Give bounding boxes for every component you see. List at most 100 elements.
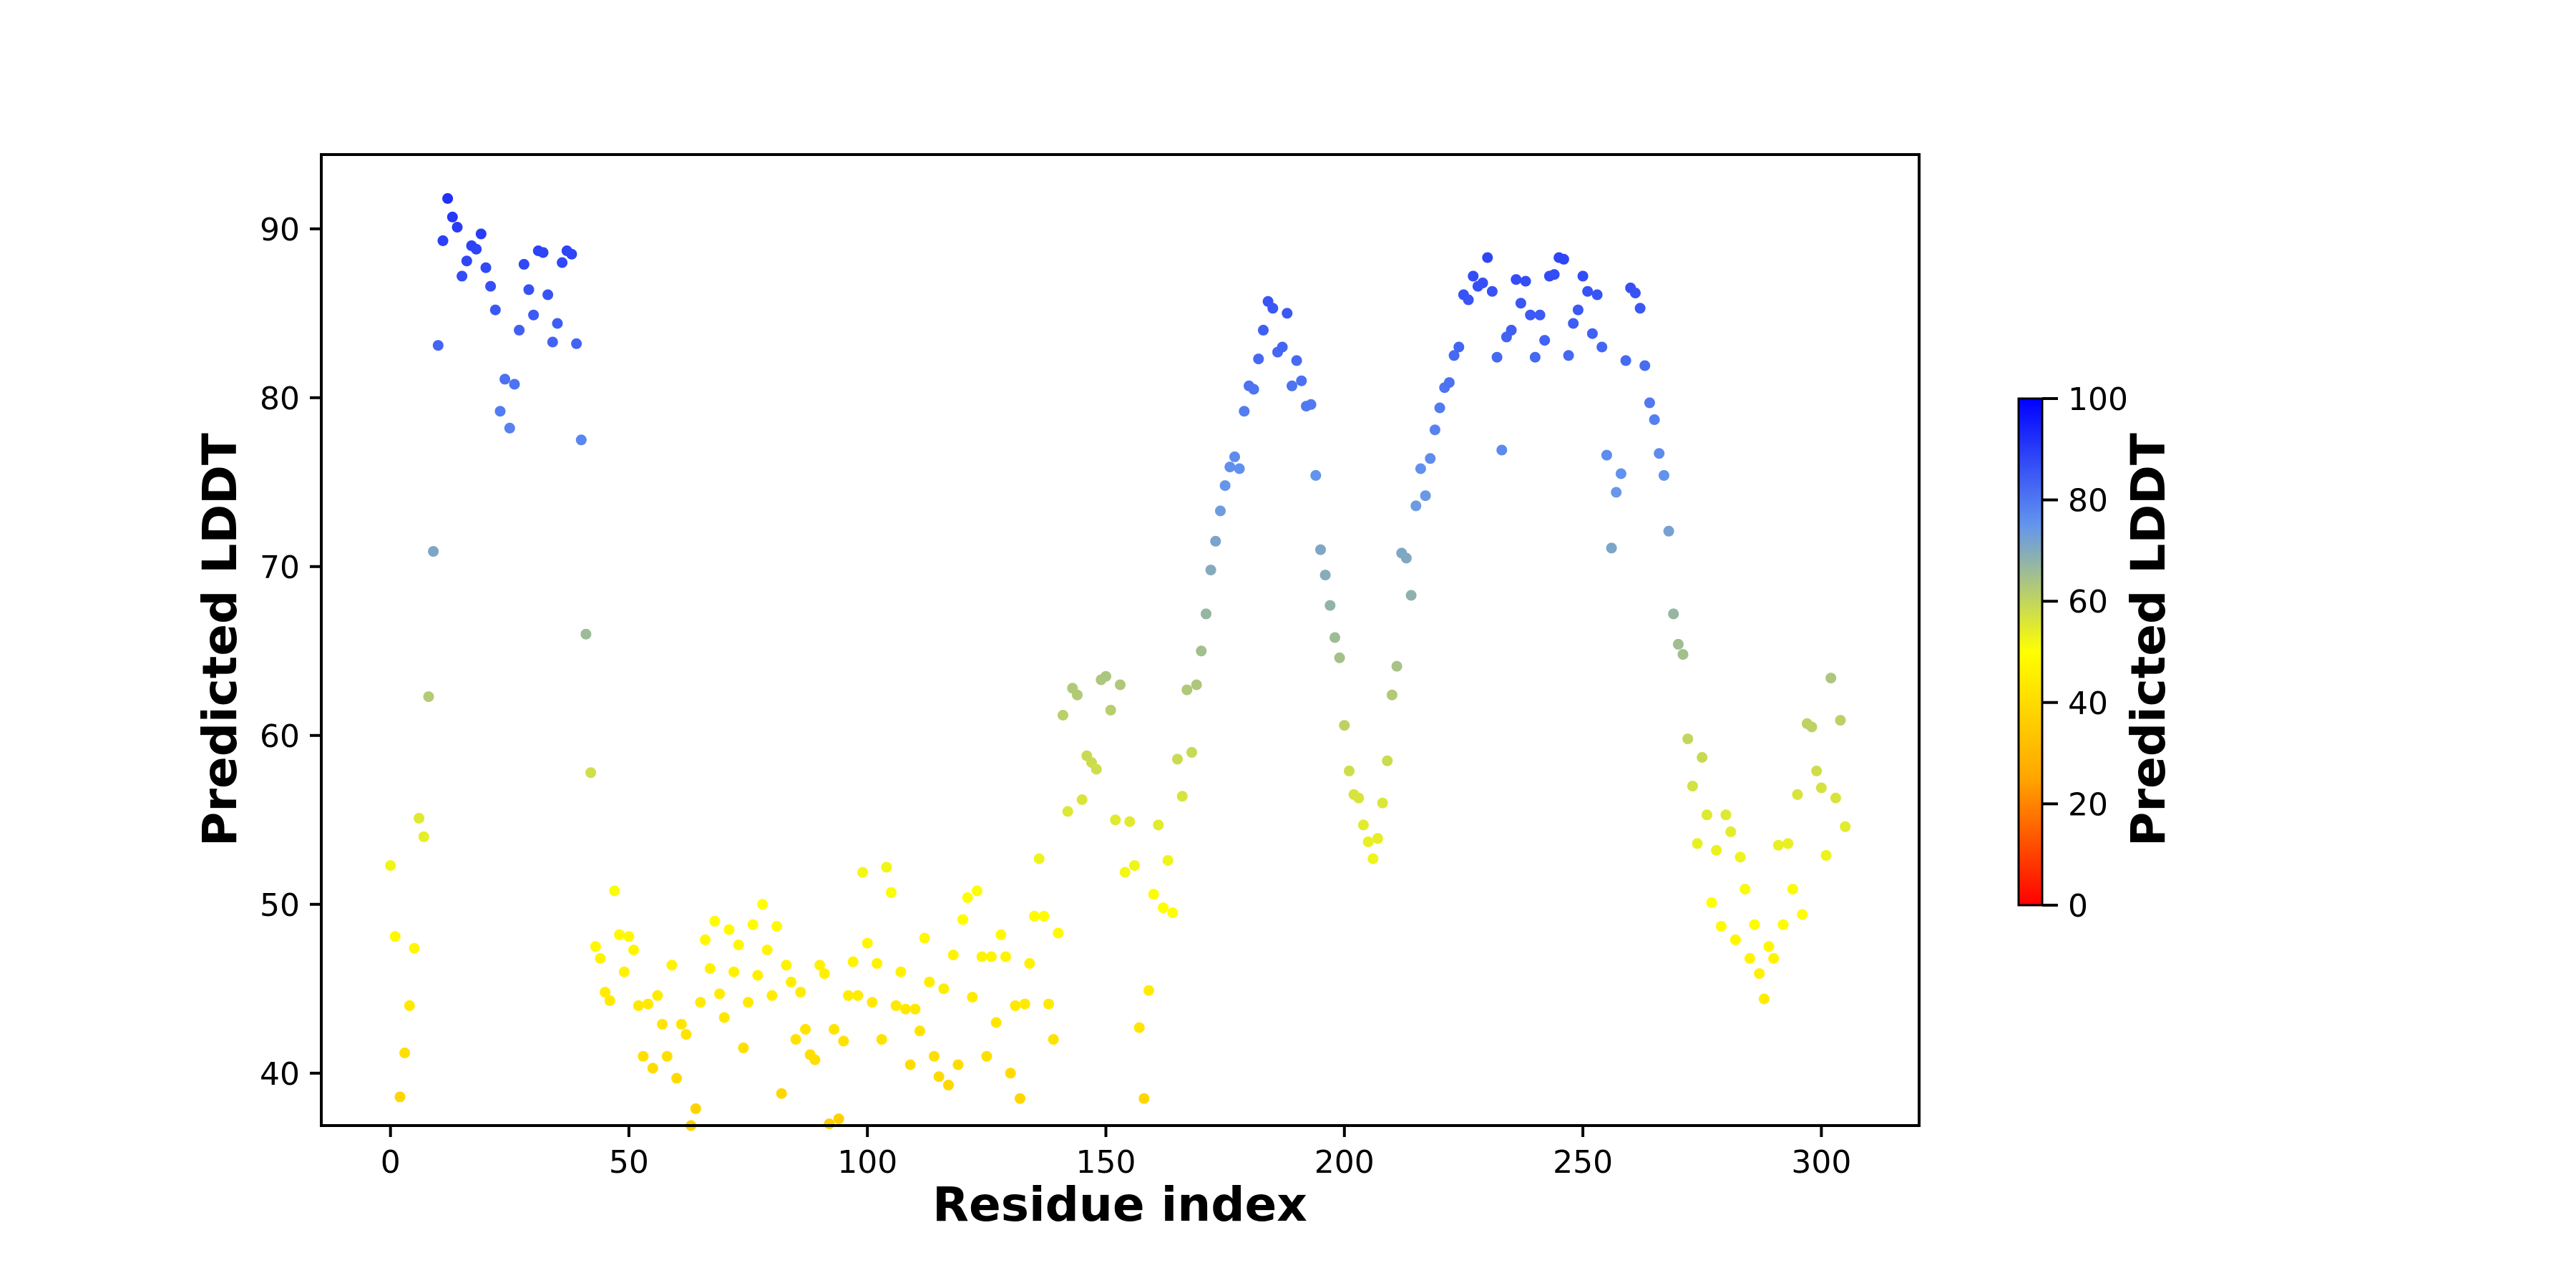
- colorbar-gradient: [2017, 397, 2044, 907]
- data-point: [618, 966, 630, 977]
- data-point: [790, 1034, 801, 1045]
- data-point: [1176, 791, 1188, 802]
- data-point: [695, 997, 706, 1008]
- data-point: [867, 997, 878, 1008]
- data-point: [1620, 355, 1631, 366]
- data-point: [1024, 957, 1035, 969]
- data-point: [723, 924, 735, 935]
- data-point: [566, 248, 577, 260]
- data-point: [909, 1003, 921, 1015]
- data-point: [1210, 535, 1221, 547]
- data-point: [1772, 839, 1784, 851]
- data-point: [1825, 673, 1837, 684]
- data-point: [1253, 353, 1264, 365]
- data-point: [571, 338, 582, 349]
- data-point: [1629, 288, 1641, 298]
- data-point: [1506, 324, 1517, 336]
- data-point: [704, 963, 716, 974]
- data-point: [1158, 902, 1169, 914]
- data-point: [990, 1017, 1002, 1028]
- data-point: [733, 940, 744, 950]
- data-point: [1777, 919, 1789, 930]
- colorbar-tick-label: 100: [2068, 381, 2128, 418]
- data-point: [786, 976, 797, 987]
- data-point: [995, 929, 1007, 940]
- data-point: [489, 304, 501, 316]
- data-point: [1582, 286, 1594, 297]
- data-point: [929, 1050, 940, 1062]
- data-point: [1539, 335, 1551, 346]
- data-point: [1668, 608, 1679, 620]
- data-point: [718, 1012, 730, 1023]
- data-point: [747, 919, 758, 930]
- data-point: [1305, 399, 1317, 410]
- data-point: [580, 628, 592, 640]
- data-point: [943, 1079, 954, 1091]
- data-point: [829, 1024, 840, 1035]
- data-point: [1601, 449, 1612, 461]
- data-point: [394, 1091, 406, 1103]
- y-tick-label: 70: [260, 550, 300, 586]
- data-point: [485, 280, 497, 292]
- data-point: [857, 867, 869, 878]
- data-point: [1053, 927, 1064, 939]
- colorbar-tick-label: 0: [2068, 888, 2088, 924]
- data-point: [1486, 286, 1498, 297]
- data-point: [1215, 505, 1226, 517]
- data-point: [461, 255, 472, 267]
- data-point: [1443, 377, 1455, 389]
- data-point: [1405, 590, 1417, 601]
- data-point: [1000, 951, 1011, 962]
- data-point: [595, 952, 606, 964]
- y-tick-label: 80: [260, 381, 300, 417]
- data-point: [1315, 544, 1326, 555]
- data-point: [1148, 889, 1159, 900]
- data-point: [1101, 670, 1111, 682]
- data-point: [1362, 836, 1374, 847]
- data-point: [1224, 462, 1236, 473]
- colorbar: 0 20 40 60 80 100 Predicted LDDT: [2017, 381, 2176, 924]
- data-point: [409, 942, 420, 954]
- data-point: [1820, 849, 1832, 861]
- data-point: [1591, 289, 1603, 301]
- data-point: [557, 257, 568, 268]
- data-point: [1258, 324, 1269, 336]
- data-point: [652, 990, 663, 1001]
- data-point: [657, 1018, 668, 1030]
- data-point: [752, 970, 763, 981]
- data-point: [552, 318, 563, 329]
- data-point: [623, 931, 635, 942]
- data-point: [514, 324, 525, 336]
- data-point: [1400, 552, 1412, 564]
- data-point: [1468, 270, 1479, 282]
- data-point: [1196, 645, 1207, 657]
- data-point: [604, 995, 615, 1006]
- data-point: [509, 379, 520, 390]
- y-axis-ticks: 40 50 60 70 80 90: [260, 212, 321, 1093]
- data-point: [1019, 998, 1030, 1010]
- data-point: [761, 945, 773, 956]
- data-point: [457, 270, 468, 282]
- data-point: [647, 1063, 658, 1074]
- data-point: [1606, 542, 1617, 554]
- data-point: [1143, 985, 1154, 996]
- data-point: [1153, 819, 1164, 831]
- data-point: [952, 1059, 964, 1070]
- data-point: [614, 929, 625, 940]
- data-point: [852, 990, 864, 1001]
- data-point: [504, 422, 515, 434]
- data-point: [1339, 720, 1350, 731]
- data-point: [671, 1073, 683, 1084]
- data-point: [1382, 755, 1393, 766]
- data-point: [585, 767, 597, 779]
- data-point: [1229, 451, 1240, 462]
- data-point: [981, 1050, 992, 1062]
- data-point: [1520, 275, 1531, 287]
- data-point: [1720, 809, 1732, 821]
- data-point: [1782, 838, 1794, 849]
- data-point: [1091, 763, 1102, 775]
- data-point: [886, 887, 897, 898]
- x-tick-label: 100: [837, 1144, 897, 1181]
- data-point: [1515, 298, 1526, 309]
- data-point: [1586, 328, 1598, 339]
